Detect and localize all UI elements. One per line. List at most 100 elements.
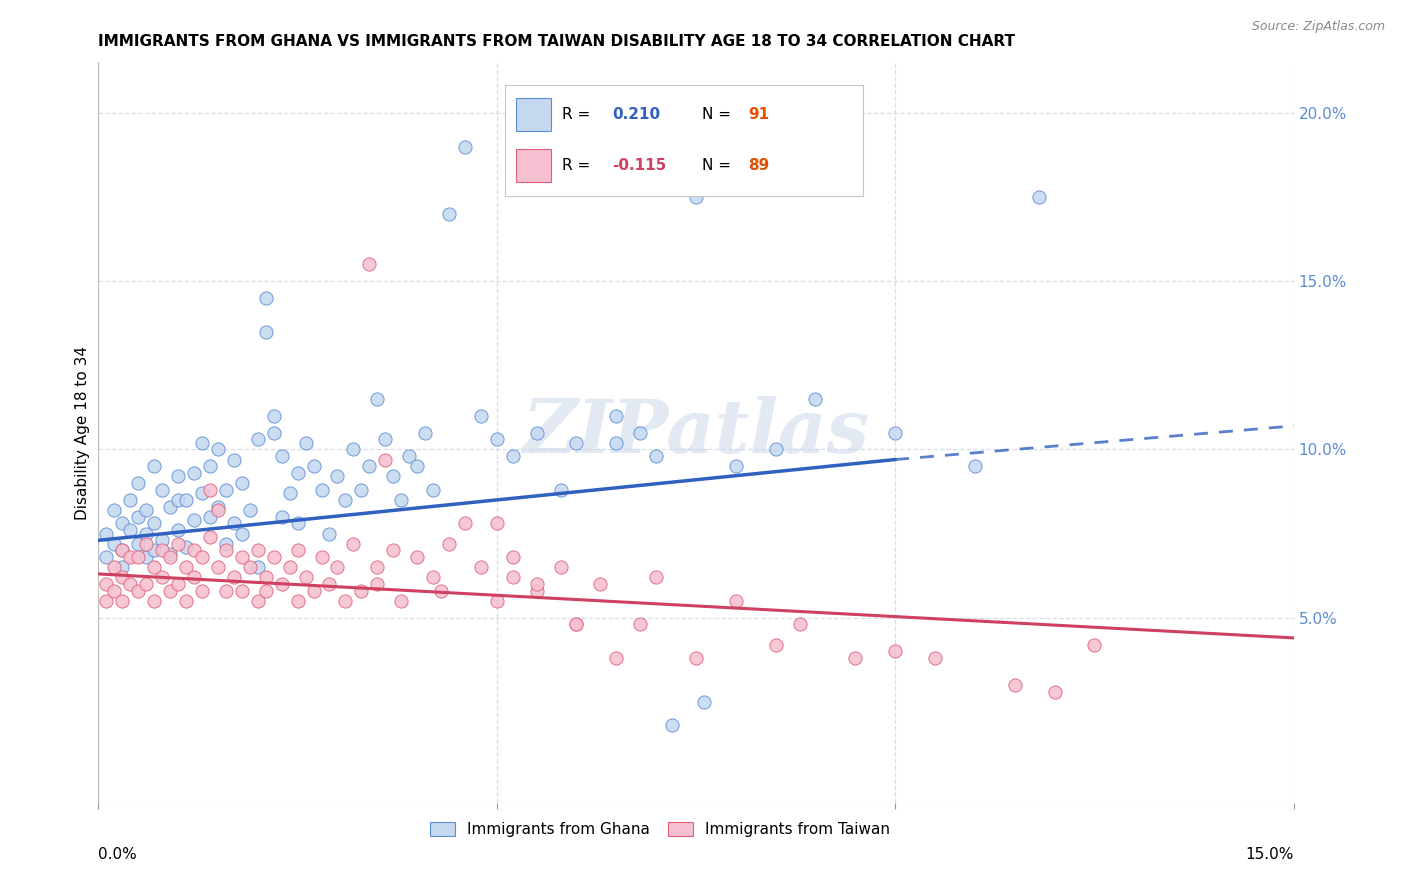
Point xyxy=(174,492,197,507)
Point xyxy=(502,550,524,565)
Point xyxy=(359,257,381,271)
Point xyxy=(167,536,190,550)
Point xyxy=(135,536,157,550)
Point xyxy=(661,718,683,732)
Point xyxy=(1028,190,1050,204)
Point xyxy=(127,550,149,565)
Point xyxy=(174,594,197,608)
Point xyxy=(254,583,277,598)
Point xyxy=(103,536,125,550)
Point xyxy=(350,583,373,598)
Text: 0.0%: 0.0% xyxy=(98,847,138,862)
Point xyxy=(150,543,173,558)
Point xyxy=(287,466,309,480)
Point xyxy=(724,594,747,608)
Point xyxy=(135,503,157,517)
Point xyxy=(270,577,292,591)
Point xyxy=(111,543,134,558)
Point xyxy=(254,291,277,305)
Point xyxy=(231,550,253,565)
Point xyxy=(287,594,309,608)
Point xyxy=(135,550,157,565)
Text: IMMIGRANTS FROM GHANA VS IMMIGRANTS FROM TAIWAN DISABILITY AGE 18 TO 34 CORRELAT: IMMIGRANTS FROM GHANA VS IMMIGRANTS FROM… xyxy=(98,34,1015,49)
Point xyxy=(191,583,214,598)
Point xyxy=(398,449,420,463)
Point xyxy=(605,435,627,450)
Point xyxy=(96,526,118,541)
Point xyxy=(502,449,524,463)
Point xyxy=(174,540,197,554)
Point xyxy=(645,570,668,584)
Point xyxy=(884,644,907,658)
Point xyxy=(207,442,229,457)
Point xyxy=(550,560,572,574)
Point xyxy=(278,486,301,500)
Point xyxy=(111,543,134,558)
Point xyxy=(254,325,277,339)
Point xyxy=(222,452,245,467)
Point xyxy=(287,543,309,558)
Point xyxy=(246,560,269,574)
Point xyxy=(120,550,142,565)
Point xyxy=(127,476,149,491)
Point xyxy=(502,570,524,584)
Point xyxy=(111,516,134,531)
Point xyxy=(150,533,173,548)
Point xyxy=(120,523,142,537)
Point xyxy=(685,190,707,204)
Point xyxy=(174,560,197,574)
Point xyxy=(183,543,205,558)
Point xyxy=(628,617,651,632)
Point xyxy=(159,547,181,561)
Point xyxy=(326,469,349,483)
Point xyxy=(143,543,166,558)
Point xyxy=(1043,685,1066,699)
Point xyxy=(565,617,588,632)
Point xyxy=(350,483,373,497)
Point xyxy=(222,516,245,531)
Point xyxy=(246,433,269,447)
Point xyxy=(127,536,149,550)
Point xyxy=(96,577,118,591)
Point xyxy=(231,583,253,598)
Point xyxy=(422,570,444,584)
Point xyxy=(198,483,221,497)
Point xyxy=(565,435,588,450)
Point xyxy=(470,560,492,574)
Point xyxy=(413,425,436,440)
Point xyxy=(111,594,134,608)
Point xyxy=(389,492,412,507)
Point xyxy=(263,425,285,440)
Point xyxy=(143,459,166,474)
Text: 15.0%: 15.0% xyxy=(1246,847,1294,862)
Point xyxy=(311,483,333,497)
Point xyxy=(565,617,588,632)
Point xyxy=(685,651,707,665)
Point xyxy=(287,516,309,531)
Point xyxy=(382,469,405,483)
Point xyxy=(422,483,444,497)
Point xyxy=(342,442,364,457)
Point xyxy=(263,550,285,565)
Point xyxy=(167,577,190,591)
Point xyxy=(311,550,333,565)
Point xyxy=(318,526,340,541)
Point xyxy=(485,433,508,447)
Point xyxy=(120,577,142,591)
Point xyxy=(254,570,277,584)
Point xyxy=(103,560,125,574)
Point xyxy=(159,583,181,598)
Point xyxy=(278,560,301,574)
Y-axis label: Disability Age 18 to 34: Disability Age 18 to 34 xyxy=(75,345,90,520)
Point xyxy=(470,409,492,423)
Point xyxy=(246,543,269,558)
Point xyxy=(263,409,285,423)
Point xyxy=(215,483,238,497)
Point xyxy=(335,492,357,507)
Point xyxy=(143,594,166,608)
Point xyxy=(191,550,214,565)
Point xyxy=(366,577,388,591)
Point xyxy=(526,577,548,591)
Point xyxy=(215,583,238,598)
Point xyxy=(215,536,238,550)
